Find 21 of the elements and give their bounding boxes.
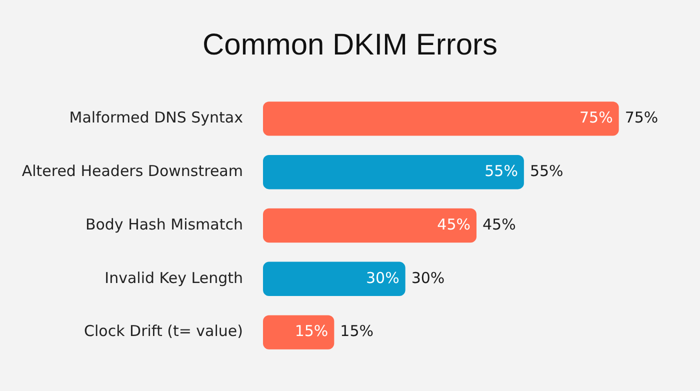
text: 55%	[530, 162, 564, 180]
data-label: 45%	[437, 215, 470, 234]
y-tick-label: Body Hash Mismatch	[85, 215, 243, 234]
bar	[263, 315, 334, 350]
y-tick-label: Invalid Key Length	[104, 268, 243, 287]
bar	[263, 102, 619, 136]
text: 30%	[411, 268, 445, 287]
bar	[263, 155, 524, 190]
data-label: 15%	[294, 322, 328, 340]
data-label: 75%	[579, 108, 613, 127]
chart-title: Common DKIM Errors	[202, 28, 498, 62]
y-tick-label: Altered Headers Downstream	[22, 162, 243, 180]
text: 15%	[340, 322, 374, 340]
y-tick-label: Malformed DNS Syntax	[69, 108, 244, 127]
bar	[263, 262, 406, 296]
y-tick-label: Clock Drift (t= value)	[84, 322, 243, 340]
bar	[263, 208, 476, 243]
text: 45%	[482, 215, 516, 234]
data-label: 55%	[484, 162, 518, 180]
text: 75%	[624, 108, 658, 127]
data-label: 30%	[366, 268, 400, 287]
